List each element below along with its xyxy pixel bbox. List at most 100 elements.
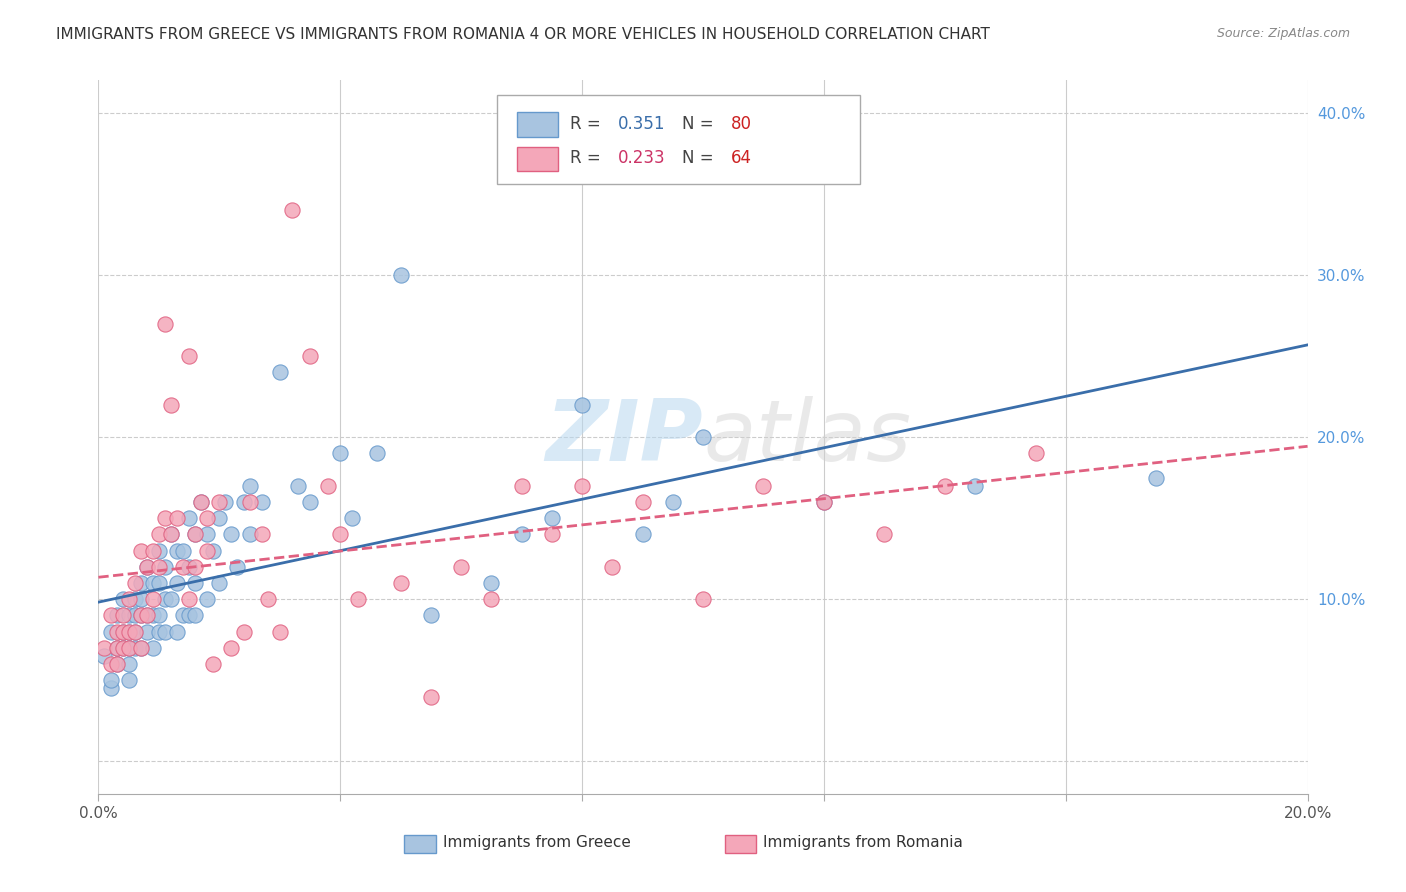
Point <box>160 527 183 541</box>
Point <box>100 657 122 672</box>
Point <box>602 559 624 574</box>
Point <box>221 640 243 655</box>
Point <box>100 673 122 688</box>
Point <box>129 592 152 607</box>
Text: 64: 64 <box>731 149 752 167</box>
Point <box>510 479 533 493</box>
Point <box>118 624 141 639</box>
Point <box>934 479 956 493</box>
Point <box>111 624 134 639</box>
Point <box>118 640 141 655</box>
Point <box>195 511 218 525</box>
Point <box>166 511 188 525</box>
Point <box>153 511 176 525</box>
Point <box>389 268 412 282</box>
Point <box>329 527 352 541</box>
Point <box>166 576 188 591</box>
Point <box>281 202 304 217</box>
Point <box>105 640 128 655</box>
Point <box>692 430 714 444</box>
Text: Immigrants from Romania: Immigrants from Romania <box>763 835 963 850</box>
FancyBboxPatch shape <box>724 835 756 853</box>
Text: N =: N = <box>682 115 720 133</box>
Text: R =: R = <box>569 149 606 167</box>
Point <box>111 624 134 639</box>
Point <box>153 317 176 331</box>
Point <box>135 559 157 574</box>
Point <box>148 543 170 558</box>
Point <box>232 624 254 639</box>
Text: R =: R = <box>569 115 606 133</box>
Point <box>93 648 115 663</box>
Point <box>179 559 201 574</box>
Point <box>100 608 122 623</box>
Point <box>202 657 225 672</box>
Point <box>202 543 225 558</box>
Point <box>1144 470 1167 484</box>
Point <box>124 624 146 639</box>
Point <box>299 349 322 363</box>
Point <box>135 624 157 639</box>
Point <box>129 608 152 623</box>
Point <box>256 592 278 607</box>
Point <box>172 543 194 558</box>
Point <box>166 543 188 558</box>
Point <box>105 657 128 672</box>
Point <box>105 657 128 672</box>
Point <box>329 446 352 460</box>
Point <box>184 527 207 541</box>
FancyBboxPatch shape <box>517 146 558 171</box>
Point <box>118 673 141 688</box>
Point <box>148 624 170 639</box>
Point <box>208 495 231 509</box>
Point <box>124 640 146 655</box>
Point <box>129 608 152 623</box>
Point <box>239 495 262 509</box>
Point <box>195 592 218 607</box>
Point <box>269 365 291 379</box>
Point <box>135 608 157 623</box>
Point <box>342 511 364 525</box>
Point <box>153 559 176 574</box>
Text: IMMIGRANTS FROM GREECE VS IMMIGRANTS FROM ROMANIA 4 OR MORE VEHICLES IN HOUSEHOL: IMMIGRANTS FROM GREECE VS IMMIGRANTS FRO… <box>56 27 990 42</box>
Point <box>540 511 562 525</box>
Point <box>481 576 503 591</box>
Point <box>148 608 170 623</box>
Point <box>813 495 835 509</box>
Point <box>752 479 775 493</box>
Text: Source: ZipAtlas.com: Source: ZipAtlas.com <box>1216 27 1350 40</box>
Point <box>100 681 122 696</box>
Text: 0.233: 0.233 <box>619 149 666 167</box>
Point <box>631 495 654 509</box>
Point <box>184 576 207 591</box>
Point <box>571 479 593 493</box>
Point <box>111 640 134 655</box>
Text: atlas: atlas <box>703 395 911 479</box>
Point <box>142 576 165 591</box>
Point <box>179 592 201 607</box>
Point <box>153 624 176 639</box>
Text: Immigrants from Greece: Immigrants from Greece <box>443 835 631 850</box>
Point <box>692 592 714 607</box>
Point <box>93 640 115 655</box>
Point <box>153 592 176 607</box>
Text: 0.351: 0.351 <box>619 115 666 133</box>
FancyBboxPatch shape <box>517 112 558 136</box>
Text: N =: N = <box>682 149 720 167</box>
Point <box>179 511 201 525</box>
Point <box>148 559 170 574</box>
Point <box>316 479 339 493</box>
Point <box>250 527 273 541</box>
Point <box>195 543 218 558</box>
Point <box>269 624 291 639</box>
Point <box>124 608 146 623</box>
Point <box>111 608 134 623</box>
Point <box>129 543 152 558</box>
Point <box>420 690 443 704</box>
Point <box>287 479 309 493</box>
Point <box>124 576 146 591</box>
Point <box>172 608 194 623</box>
Point <box>232 495 254 509</box>
Point <box>118 640 141 655</box>
Point <box>510 527 533 541</box>
